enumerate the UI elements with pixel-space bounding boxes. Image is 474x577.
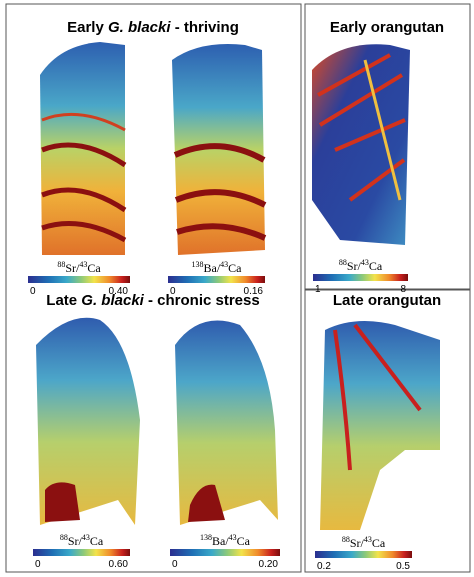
- label-part: Ca: [90, 534, 104, 548]
- panel-title: Early orangutan: [330, 19, 444, 36]
- label-part: /: [357, 259, 361, 273]
- colorbar-gradient: [33, 549, 130, 556]
- colorbar-label: 138Ba/43Ca: [191, 260, 242, 275]
- colorbar-gradient: [315, 551, 412, 558]
- label-part: 88: [60, 533, 68, 542]
- label-part: 138: [200, 533, 212, 542]
- label-part: Sr: [350, 536, 361, 550]
- label-part: 43: [229, 533, 237, 542]
- label-part: 138: [191, 260, 203, 269]
- label-part: Sr: [68, 534, 79, 548]
- label-part: 43: [82, 533, 90, 542]
- colorbar-min: 0.2: [317, 561, 331, 572]
- label-part: Ca: [372, 536, 386, 550]
- label-part: 88: [342, 535, 350, 544]
- label-part: /: [360, 536, 364, 550]
- label-part: Sr: [65, 261, 76, 275]
- colorbar-max: 0.20: [259, 559, 279, 570]
- label-part: Ca: [237, 534, 251, 548]
- label-part: Ca: [369, 259, 383, 273]
- label-part: 88: [57, 260, 65, 269]
- colorbar: 88Sr/43Ca 0 0.40: [28, 260, 130, 297]
- colorbar-min: 0: [172, 559, 178, 570]
- panel-frame: [5, 3, 302, 573]
- panel-title: Early G. blacki - thriving: [67, 19, 239, 36]
- colorbar-max: 0.16: [244, 286, 264, 297]
- colorbar-max: 8: [400, 284, 406, 295]
- colorbar: 138Ba/43Ca 0 0.16: [168, 260, 265, 297]
- label-part: /: [76, 261, 80, 275]
- label-part: /: [217, 261, 221, 275]
- label-part: Ca: [228, 261, 242, 275]
- colorbar-gradient: [28, 276, 130, 283]
- label-part: 43: [220, 260, 228, 269]
- panel-frame: [304, 289, 471, 573]
- colorbar-max: 0.40: [109, 286, 129, 297]
- label-part: /: [78, 534, 82, 548]
- colorbar-gradient: [168, 276, 265, 283]
- colorbar: 88Sr/43Ca 0 0.60: [33, 533, 130, 570]
- colorbar-min: 0: [30, 286, 36, 297]
- colorbar-label: 88Sr/43Ca: [57, 260, 101, 275]
- colorbar-min: 0: [170, 286, 176, 297]
- colorbar-gradient: [313, 274, 408, 281]
- label-part: /: [225, 534, 229, 548]
- panel-title: Late G. blacki - chronic stress: [46, 292, 259, 309]
- colorbar: 88Sr/43Ca 0.2 0.5: [315, 535, 412, 572]
- colorbar-label: 88Sr/43Ca: [339, 258, 383, 273]
- label-part: Ba: [212, 534, 226, 548]
- label-part: Sr: [347, 259, 358, 273]
- colorbar: 138Ba/43Ca 0 0.20: [170, 533, 280, 570]
- label-part: 43: [361, 258, 369, 267]
- colorbar-label: 138Ba/43Ca: [200, 533, 251, 548]
- element-map: [36, 42, 440, 530]
- label-part: Ba: [203, 261, 217, 275]
- label-part: 43: [364, 535, 372, 544]
- label-part: 88: [339, 258, 347, 267]
- label-part: 43: [79, 260, 87, 269]
- label-part: Ca: [87, 261, 101, 275]
- colorbar-max: 0.5: [396, 561, 410, 572]
- colorbar: 88Sr/43Ca 1 8: [313, 258, 408, 295]
- panel-title: Late orangutan: [333, 292, 441, 309]
- colorbar-label: 88Sr/43Ca: [60, 533, 104, 548]
- colorbar-label: 88Sr/43Ca: [342, 535, 386, 550]
- colorbar-gradient: [170, 549, 280, 556]
- colorbar-min: 1: [315, 284, 321, 295]
- panel-frame: [304, 3, 471, 290]
- colorbar-max: 0.60: [109, 559, 129, 570]
- colorbar-min: 0: [35, 559, 41, 570]
